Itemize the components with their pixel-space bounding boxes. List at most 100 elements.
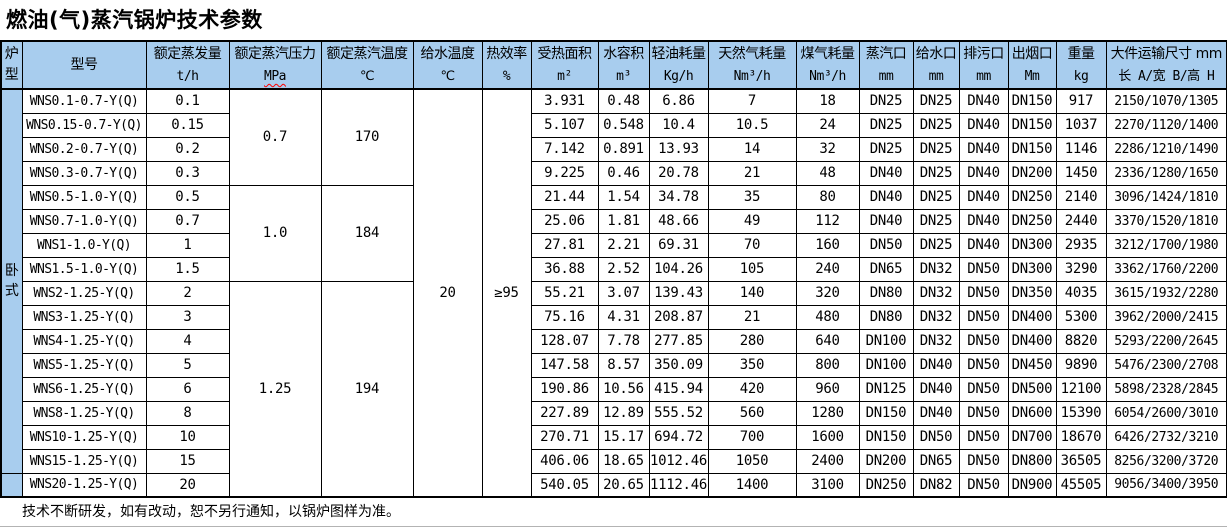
cell-furnace-type-empty [0,472,23,498]
cell-light-oil-consumption: 69.31 [648,232,709,258]
cell-drain-outlet: DN40 [958,184,1009,210]
cell-transport-dimensions: 3615/1932/2280 [1105,280,1227,306]
cell-rated-steam-temperature: 194 [320,280,414,498]
cell-coal-gas-consumption: 112 [795,208,860,234]
cell-natural-gas-consumption: 280 [707,328,797,354]
cell-transport-dimensions: 6054/2600/3010 [1105,400,1227,426]
cell-light-oil-consumption: 350.09 [648,352,709,378]
cell-furnace-type: 卧式 [0,88,23,474]
cell-natural-gas-consumption: 70 [707,232,797,258]
cell-drain-outlet: DN40 [958,112,1009,138]
column-unit-steam-outlet: mm [878,69,894,84]
cell-steam-outlet: DN40 [858,208,914,234]
cell-heating-area: 55.21 [530,280,599,306]
column-header-heating-area: 受热面积 m² [530,40,599,90]
table-row: WNS0.3-0.7-Y(Q) 0.3 9.225 0.46 20.78 21 48 DN40… [1,160,1227,186]
cell-water-volume: 4.31 [597,304,650,330]
cell-light-oil-consumption: 104.26 [648,256,709,282]
cell-steam-outlet: DN40 [858,184,914,210]
cell-feedwater-inlet: DN32 [912,256,960,282]
cell-heating-area: 36.88 [530,256,599,282]
page-title: 燃油(气)蒸汽锅炉技术参数 [6,8,263,32]
cell-rated-evaporation: 0.3 [145,160,230,186]
column-unit-transport-dimensions: 长 A/宽 B/高 H [1118,69,1215,84]
cell-natural-gas-consumption: 420 [707,376,797,402]
cell-rated-evaporation: 0.5 [145,184,230,210]
cell-steam-outlet: DN125 [858,376,914,402]
cell-transport-dimensions: 5898/2328/2845 [1105,376,1227,402]
column-label-heating-area: 受热面积 [537,46,593,62]
cell-light-oil-consumption: 208.87 [648,304,709,330]
cell-light-oil-consumption: 139.43 [648,280,709,306]
cell-heating-area: 21.44 [530,184,599,210]
cell-rated-evaporation: 0.7 [145,208,230,234]
cell-steam-outlet: DN100 [858,352,914,378]
column-unit-rated-steam-temperature: ℃ [359,69,375,84]
table-header: 炉型 型号 额定蒸发量 t/h 额定蒸汽压力 MPa 额定蒸汽温度 ℃ 给水温度 ℃ 热效率% 受热面… [0,40,1227,90]
cell-transport-dimensions: 3370/1520/1810 [1105,208,1227,234]
cell-light-oil-consumption: 694.72 [648,424,709,450]
cell-steam-outlet: DN65 [858,256,914,282]
column-header-rated-steam-temperature: 额定蒸汽温度 ℃ [320,40,414,90]
cell-weight: 18670 [1055,424,1107,450]
column-header-coal-gas-consumption: 煤气耗量 Nm³/h [795,40,860,90]
cell-water-volume: 7.78 [597,328,650,354]
cell-water-volume: 3.07 [597,280,650,306]
cell-weight: 15390 [1055,400,1107,426]
cell-light-oil-consumption: 6.86 [648,88,709,114]
cell-smoke-outlet: DN150 [1007,136,1057,162]
cell-steam-outlet: DN150 [858,400,914,426]
cell-steam-outlet: DN25 [858,88,914,114]
cell-weight: 12100 [1055,376,1107,402]
cell-coal-gas-consumption: 640 [795,328,860,354]
cell-rated-evaporation: 10 [145,424,230,450]
cell-heating-area: 7.142 [530,136,599,162]
cell-water-volume: 0.46 [597,160,650,186]
column-unit-feedwater-temperature: ℃ [440,69,455,84]
cell-model: WNS0.5-1.0-Y(Q) [21,184,147,210]
table-row: WNS0.5-1.0-Y(Q) 0.5 1.0 184 21.44 1.54 34.78 35… [1,184,1227,282]
cell-heating-area: 270.71 [530,424,599,450]
cell-weight: 5300 [1055,304,1107,330]
cell-weight: 2935 [1055,232,1107,258]
cell-drain-outlet: DN40 [958,232,1009,258]
cell-light-oil-consumption: 34.78 [648,184,709,210]
cell-water-volume: 2.21 [597,232,650,258]
cell-heating-area: 540.05 [530,472,599,498]
cell-transport-dimensions: 3096/1424/1810 [1105,184,1227,210]
cell-model: WNS4-1.25-Y(Q) [21,328,147,354]
cell-rated-evaporation: 1 [145,232,230,258]
cell-drain-outlet: DN50 [958,280,1009,306]
cell-feedwater-temperature: 20 [412,88,483,498]
column-header-thermal-efficiency: 热效率% [481,40,532,90]
column-unit-weight: kg [1073,69,1089,84]
column-unit-light-oil-consumption: Kg/h [663,69,694,84]
cell-transport-dimensions: 5476/2300/2708 [1105,352,1227,378]
cell-rated-steam-pressure: 1.0 [228,184,322,282]
column-header-smoke-outlet: 出烟口 Mm [1007,40,1057,90]
cell-water-volume: 1.54 [597,184,650,210]
cell-natural-gas-consumption: 1050 [707,448,797,474]
table-row: WNS3-1.25-Y(Q) 3 75.16 4.31 208.87 21 480 DN80 D… [1,304,1227,330]
cell-feedwater-inlet: DN25 [912,136,960,162]
cell-steam-outlet: DN40 [858,160,914,186]
column-label-transport-dimensions: 大件运输尺寸 mm [1110,46,1223,62]
cell-water-volume: 0.48 [597,88,650,114]
cell-natural-gas-consumption: 21 [707,304,797,330]
table-row: WNS1.5-1.0-Y(Q) 1.5 36.88 2.52 104.26 105 240 D… [1,256,1227,282]
table-row: WNS8-1.25-Y(Q) 8 227.89 12.89 555.52 560 1280 D… [1,400,1227,426]
column-header-model: 型号 [21,40,147,90]
cell-coal-gas-consumption: 240 [795,256,860,282]
cell-weight: 2140 [1055,184,1107,210]
cell-rated-evaporation: 2 [145,280,230,306]
cell-weight: 3290 [1055,256,1107,282]
cell-weight: 1146 [1055,136,1107,162]
cell-coal-gas-consumption: 3100 [795,472,860,498]
header-row: 炉型 型号 额定蒸发量 t/h 额定蒸汽压力 MPa 额定蒸汽温度 ℃ 给水温度 ℃ 热效率% 受热面… [0,40,1227,90]
cell-rated-evaporation: 0.15 [145,112,230,138]
cell-light-oil-consumption: 13.93 [648,136,709,162]
cell-smoke-outlet: DN400 [1007,328,1057,354]
cell-smoke-outlet: DN900 [1007,472,1057,498]
cell-natural-gas-consumption: 140 [707,280,797,306]
table-body: 卧式 WNS0.1-0.7-Y(Q) 0.1 0.7 170 20 ≥95 3.931 0.48… [0,88,1227,498]
